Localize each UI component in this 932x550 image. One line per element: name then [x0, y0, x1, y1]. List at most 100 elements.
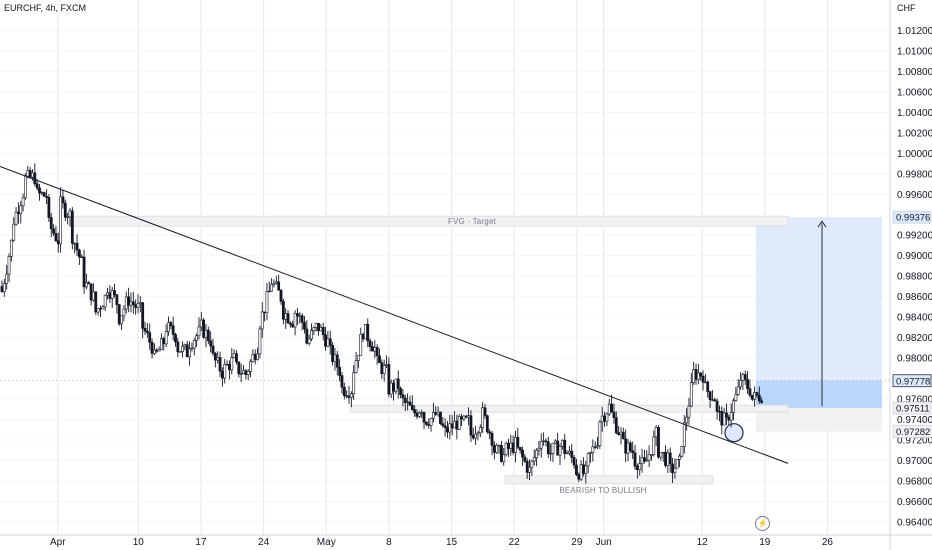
candle-body [628, 442, 632, 451]
candle-body [558, 446, 562, 456]
candle-body [659, 452, 663, 458]
candle-body [307, 338, 311, 344]
y-tick-label: 0.97000 [897, 456, 932, 467]
stop-zone [756, 408, 882, 432]
candle-body [687, 405, 691, 418]
candle-body [511, 442, 515, 453]
candle-body [291, 323, 295, 328]
candle-body [755, 392, 759, 396]
candle-body [703, 381, 707, 384]
candle-body [664, 451, 667, 466]
y-tick-label: 0.99600 [897, 190, 932, 201]
fvg-zone [69, 215, 789, 227]
candle-body [256, 353, 259, 360]
candle-body [249, 361, 252, 372]
candle-body [544, 440, 548, 443]
candle-body [432, 412, 435, 419]
flash-icon[interactable]: ⚡ [755, 516, 770, 531]
candle-body [523, 456, 527, 462]
candle-body [474, 433, 478, 439]
zone-layer: FVG - Target BEARISH TO BULLISH [0, 215, 890, 495]
candle-body [460, 416, 463, 420]
candle-body [750, 394, 754, 400]
candle-body [734, 394, 738, 402]
candle-body [28, 170, 32, 178]
candle-body [467, 415, 470, 418]
candle-body [605, 413, 609, 422]
price-tag: 0.97778 [892, 374, 932, 387]
x-tick-label: 8 [386, 537, 392, 548]
x-tick-label: 17 [195, 537, 207, 548]
candle-body [530, 460, 534, 468]
candle-body [19, 205, 23, 214]
candle-body [410, 405, 414, 410]
candle-body [443, 425, 447, 428]
x-tick-label: 15 [446, 537, 458, 548]
candle-body [385, 364, 388, 366]
candle-body [253, 354, 257, 360]
candle-body [401, 394, 405, 399]
candle-body [485, 415, 489, 433]
candle-body [9, 239, 13, 257]
candle-body [0, 286, 4, 292]
candle-body [216, 357, 220, 361]
candle-body [73, 242, 77, 245]
candle-body [134, 304, 138, 308]
candle-body [66, 216, 70, 218]
candle-body [106, 292, 109, 296]
candle-body [47, 197, 51, 218]
candle-body [31, 172, 34, 178]
candle-body [80, 256, 84, 258]
candle-body [284, 313, 288, 320]
target-zone [756, 217, 882, 409]
candle-body [387, 364, 391, 395]
candle-body [746, 379, 749, 389]
candle-body [694, 369, 698, 380]
candle-body [650, 454, 653, 456]
candle-body [331, 344, 334, 362]
candle-body [638, 463, 642, 471]
candle-body [359, 333, 363, 356]
candle-body [757, 395, 761, 402]
entry-circle-marker [724, 423, 744, 443]
candle-body [624, 438, 628, 454]
candle-body [415, 412, 419, 417]
candle-body [575, 464, 578, 475]
candle-body [117, 304, 121, 325]
y-tick-label: 0.98000 [897, 354, 932, 365]
candle-body [408, 401, 412, 406]
candle-body [157, 349, 161, 352]
candle-body [572, 457, 576, 466]
candle-body [427, 424, 431, 426]
y-tick-label: 1.00400 [897, 108, 932, 119]
candle-body [567, 450, 571, 454]
x-tick-label: 10 [133, 537, 145, 548]
y-tick-label: 1.00600 [897, 87, 932, 98]
candle-body [722, 412, 726, 426]
candle-body [600, 415, 604, 423]
candle-body [392, 382, 395, 392]
candle-body [356, 355, 360, 361]
candle-body [589, 451, 592, 454]
candle-body [2, 283, 6, 292]
candle-body [354, 360, 358, 373]
candle-body [279, 289, 283, 302]
candle-body [77, 249, 81, 258]
candle-body [560, 439, 564, 447]
candle-body [141, 302, 145, 329]
candle-body [270, 284, 274, 292]
x-tick-label: 24 [258, 537, 270, 548]
candle-body [598, 421, 602, 446]
candle-body [525, 461, 529, 473]
candle-body [532, 457, 536, 462]
candle-body [455, 420, 459, 430]
candle-body [286, 313, 290, 324]
candle-body [183, 344, 187, 347]
candle-body [342, 386, 346, 396]
candle-body [732, 400, 735, 413]
candle-body [110, 290, 114, 299]
candle-body [727, 416, 731, 421]
candle-body [199, 319, 203, 328]
candle-body [305, 328, 309, 344]
